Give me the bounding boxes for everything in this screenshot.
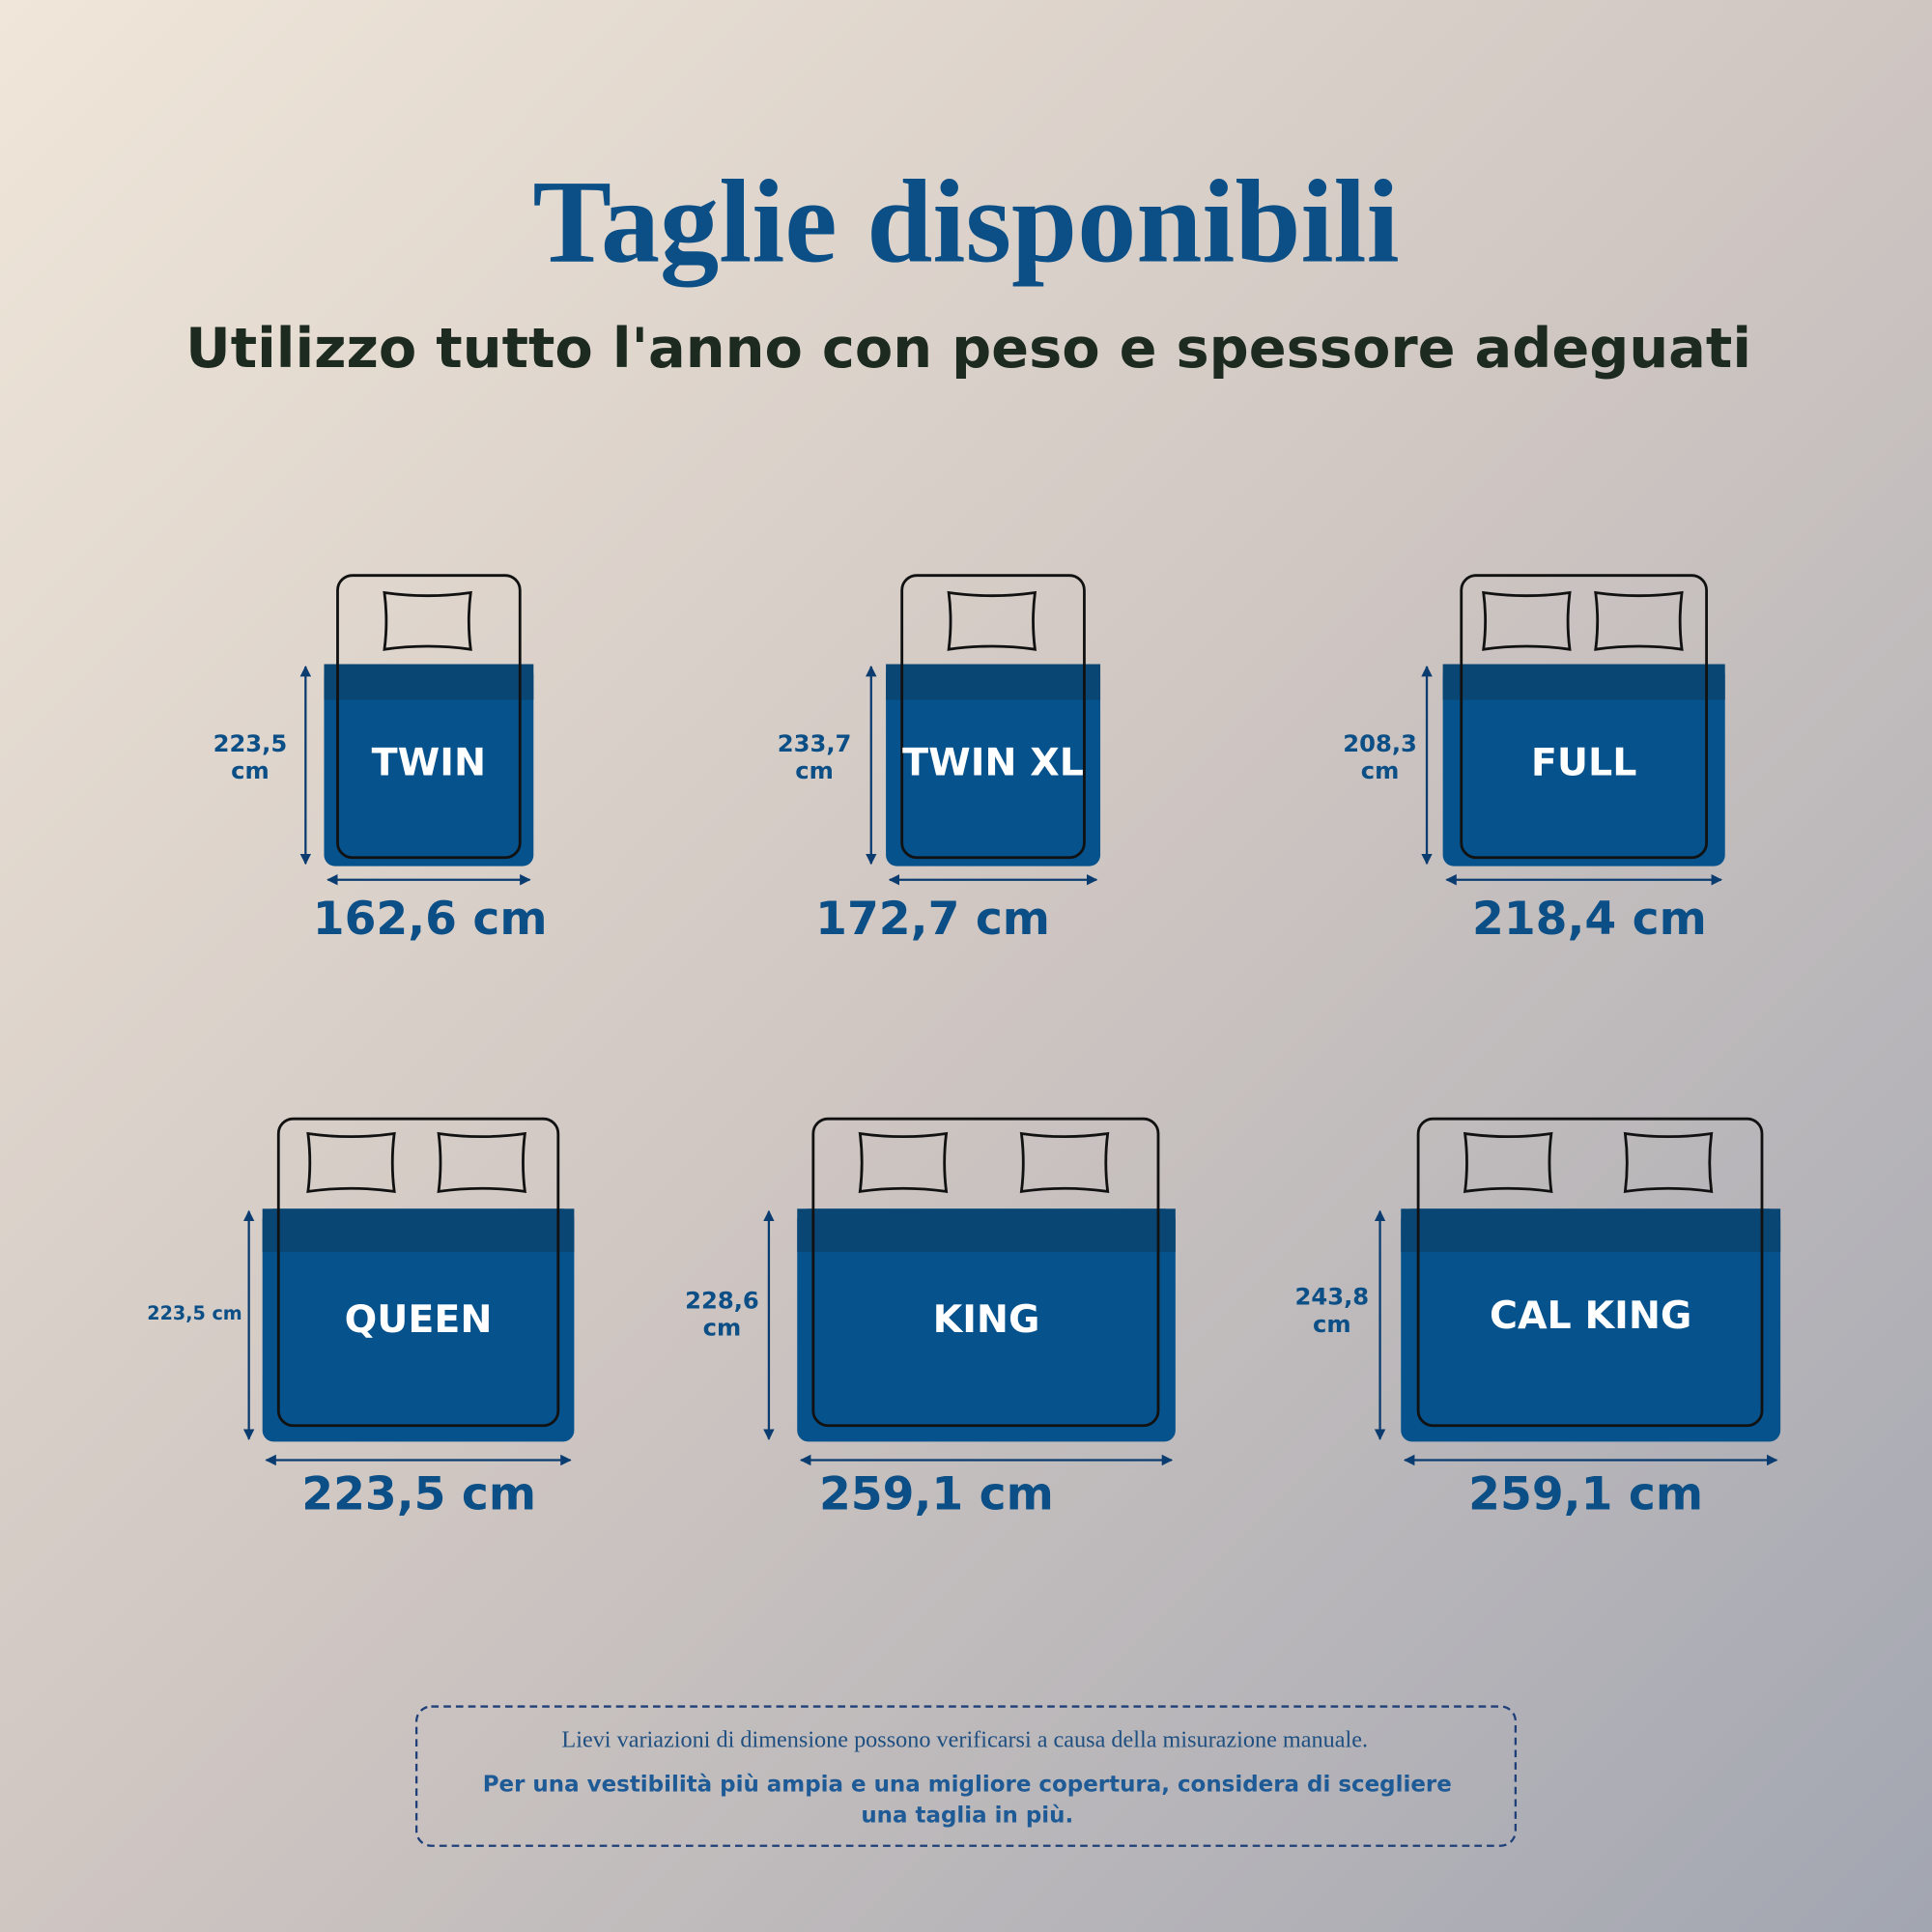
note-box (414, 1705, 1518, 1847)
height-label: 223,5 cm (147, 1302, 242, 1324)
size-name: FULL (1531, 740, 1636, 784)
pillow (1594, 590, 1684, 651)
pillow (437, 1131, 526, 1194)
pillow (1623, 1131, 1714, 1194)
title: Taglie disponibili (532, 156, 1399, 287)
width-label: 218,4 cm (1472, 893, 1707, 946)
width-label: 223,5 cm (301, 1468, 536, 1521)
duvet-fold (324, 664, 534, 700)
width-label: 259,1 cm (819, 1468, 1054, 1521)
duvet (262, 1208, 575, 1442)
duvet (1401, 1208, 1781, 1442)
width-label: 259,1 cm (1468, 1468, 1703, 1521)
note-disclaimer: Lievi variazioni di dimensione possono v… (561, 1727, 1368, 1753)
pillow (858, 1131, 949, 1194)
duvet-fold (1401, 1208, 1781, 1252)
bed-frame (1416, 1117, 1764, 1428)
bed-frame (336, 574, 522, 860)
note-advice-frame: Per una vestibilità più ampia e una migl… (482, 1772, 1452, 1829)
bed-size: KING 228,6 cm 259,1 cm (685, 1117, 1176, 1521)
height-label: 243,8 cm (1295, 1284, 1370, 1338)
pillow (1463, 1131, 1553, 1194)
bed-size: QUEEN 223,5 cm 223,5 cm (147, 1117, 575, 1521)
size-name: QUEEN (345, 1297, 493, 1342)
duvet (1442, 664, 1725, 867)
bed-frame (276, 1117, 560, 1428)
bed-frame (900, 574, 1086, 860)
size-grid: TWIN 223,5 cm 162,6 cm TWIN XL 233,7 cm 172,7 c… (147, 574, 1781, 1521)
note-advice: Per una vestibilità più ampia e una migl… (482, 1772, 1452, 1829)
pillow (306, 1131, 396, 1194)
width-label: 172,7 cm (815, 893, 1050, 946)
pillow (947, 590, 1037, 651)
height-label: 228,6 cm (685, 1288, 759, 1342)
duvet-fold (262, 1208, 575, 1252)
bed-size: TWIN 223,5 cm 162,6 cm (213, 574, 548, 946)
size-name: KING (933, 1297, 1040, 1342)
height-label: 223,5 cm (213, 730, 288, 784)
bed-size: TWIN XL 233,7 cm 172,7 cm (778, 574, 1101, 946)
width-label: 162,6 cm (313, 893, 548, 946)
duvet (797, 1208, 1176, 1442)
duvet-fold (1442, 664, 1725, 700)
subtitle: Utilizzo tutto l'anno con peso e spessor… (185, 316, 1751, 381)
height-label: 208,3 cm (1343, 730, 1417, 784)
size-name: CAL KING (1490, 1293, 1691, 1338)
duvet (324, 664, 534, 867)
duvet-fold (797, 1208, 1176, 1252)
pillow (1482, 590, 1572, 651)
pillow (383, 590, 472, 651)
bed-frame (811, 1117, 1160, 1428)
duvet (886, 664, 1101, 867)
bed-size: CAL KING 243,8 cm 259,1 cm (1295, 1117, 1781, 1521)
duvet-fold (886, 664, 1101, 700)
bed-size: FULL 208,3 cm 218,4 cm (1343, 574, 1725, 946)
bed-frame (1460, 574, 1708, 860)
height-label: 233,7 cm (778, 730, 852, 784)
pillow (1019, 1131, 1110, 1194)
size-name: TWIN (372, 740, 486, 784)
size-name: TWIN XL (902, 740, 1084, 784)
